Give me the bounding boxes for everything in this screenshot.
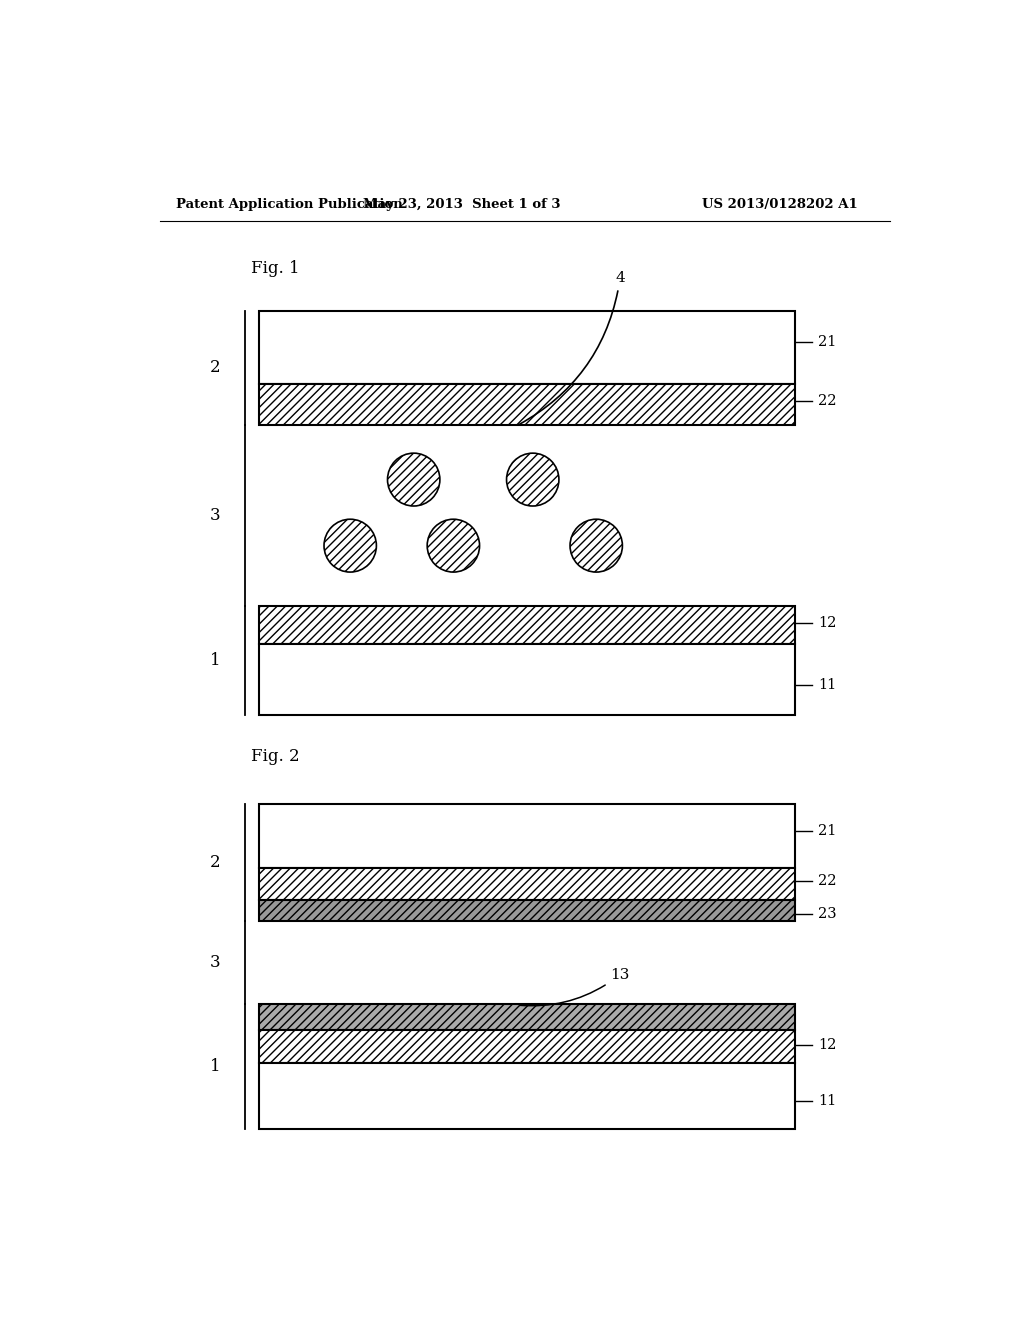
Text: 2: 2 <box>210 854 220 871</box>
Text: May 23, 2013  Sheet 1 of 3: May 23, 2013 Sheet 1 of 3 <box>362 198 560 211</box>
Bar <box>259 804 795 867</box>
Text: 3: 3 <box>210 507 220 524</box>
Bar <box>259 900 795 921</box>
Text: 12: 12 <box>818 616 837 630</box>
Ellipse shape <box>324 519 377 572</box>
Bar <box>259 312 795 384</box>
Text: 23: 23 <box>818 907 837 920</box>
Bar <box>259 606 795 644</box>
Text: Patent Application Publication: Patent Application Publication <box>176 198 402 211</box>
Ellipse shape <box>507 453 559 506</box>
Text: 11: 11 <box>818 1094 837 1107</box>
Text: 1: 1 <box>210 1059 220 1074</box>
Bar <box>259 1063 795 1129</box>
Text: 3: 3 <box>210 954 220 972</box>
Text: 4: 4 <box>519 272 625 424</box>
Bar <box>259 1031 795 1063</box>
Bar <box>259 867 795 900</box>
Text: Fig. 1: Fig. 1 <box>251 260 300 277</box>
Bar <box>259 384 795 425</box>
Text: 22: 22 <box>818 395 837 408</box>
Text: 21: 21 <box>818 824 837 838</box>
Text: US 2013/0128202 A1: US 2013/0128202 A1 <box>702 198 858 211</box>
Text: 22: 22 <box>818 874 837 888</box>
Ellipse shape <box>570 519 623 572</box>
Text: 12: 12 <box>818 1038 837 1052</box>
Text: 21: 21 <box>818 335 837 350</box>
Text: 13: 13 <box>519 968 630 1006</box>
Bar <box>259 644 795 715</box>
Text: Fig. 2: Fig. 2 <box>251 747 300 764</box>
Text: 11: 11 <box>818 678 837 692</box>
Ellipse shape <box>427 519 479 572</box>
Ellipse shape <box>387 453 440 506</box>
Text: 1: 1 <box>210 652 220 669</box>
Bar <box>259 1005 795 1031</box>
Text: 2: 2 <box>210 359 220 376</box>
